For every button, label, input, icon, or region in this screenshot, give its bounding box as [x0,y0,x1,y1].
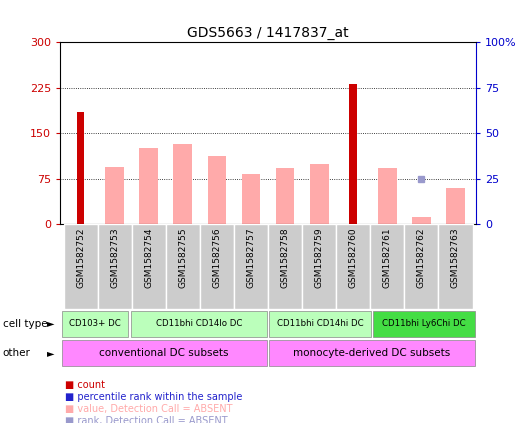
Bar [105,167,124,224]
Bar [234,224,268,309]
Bar [131,310,267,337]
Text: GSM1582760: GSM1582760 [349,228,358,288]
Bar [276,168,294,224]
Text: CD103+ DC: CD103+ DC [69,319,121,327]
Text: GSM1582759: GSM1582759 [315,228,324,288]
Bar [268,224,302,309]
Bar [200,224,234,309]
Bar [404,224,438,309]
Text: GSM1582755: GSM1582755 [178,228,187,288]
Bar [378,168,396,224]
Text: ►: ► [47,348,54,358]
Bar [302,224,336,309]
Title: GDS5663 / 1417837_at: GDS5663 / 1417837_at [187,26,349,40]
Text: GSM1582754: GSM1582754 [144,228,153,288]
Bar [370,224,404,309]
Text: cell type: cell type [3,319,47,329]
Bar [208,156,226,224]
Text: ■ percentile rank within the sample: ■ percentile rank within the sample [65,392,243,402]
Text: ■ count: ■ count [65,380,105,390]
Bar [336,224,370,309]
Text: GSM1582763: GSM1582763 [451,228,460,288]
Text: other: other [3,348,30,358]
Text: CD11bhi Ly6Chi DC: CD11bhi Ly6Chi DC [382,319,466,327]
Bar [64,224,98,309]
Bar [132,224,166,309]
Bar [174,144,192,224]
Text: GSM1582762: GSM1582762 [417,228,426,288]
Text: GSM1582757: GSM1582757 [246,228,256,288]
Bar [140,148,158,224]
Bar [269,310,371,337]
Bar [269,340,474,366]
Bar [77,112,84,224]
Text: GSM1582753: GSM1582753 [110,228,119,288]
Bar [62,340,267,366]
Text: GSM1582761: GSM1582761 [383,228,392,288]
Bar [412,217,431,224]
Text: conventional DC subsets: conventional DC subsets [99,348,229,357]
Bar [438,224,472,309]
Bar [373,310,474,337]
Bar [242,174,260,224]
Text: ►: ► [47,319,54,329]
Text: monocyte-derived DC subsets: monocyte-derived DC subsets [293,348,451,357]
Text: GSM1582758: GSM1582758 [280,228,290,288]
Bar [62,310,128,337]
Text: GSM1582756: GSM1582756 [212,228,221,288]
Bar [310,164,328,224]
Text: GSM1582752: GSM1582752 [76,228,85,288]
Text: CD11bhi CD14lo DC: CD11bhi CD14lo DC [155,319,242,327]
Text: ■ rank, Detection Call = ABSENT: ■ rank, Detection Call = ABSENT [65,416,228,423]
Bar [446,188,465,224]
Bar [349,83,357,224]
Text: CD11bhi CD14hi DC: CD11bhi CD14hi DC [277,319,363,327]
Text: ■ value, Detection Call = ABSENT: ■ value, Detection Call = ABSENT [65,404,233,414]
Bar [98,224,132,309]
Bar [166,224,200,309]
